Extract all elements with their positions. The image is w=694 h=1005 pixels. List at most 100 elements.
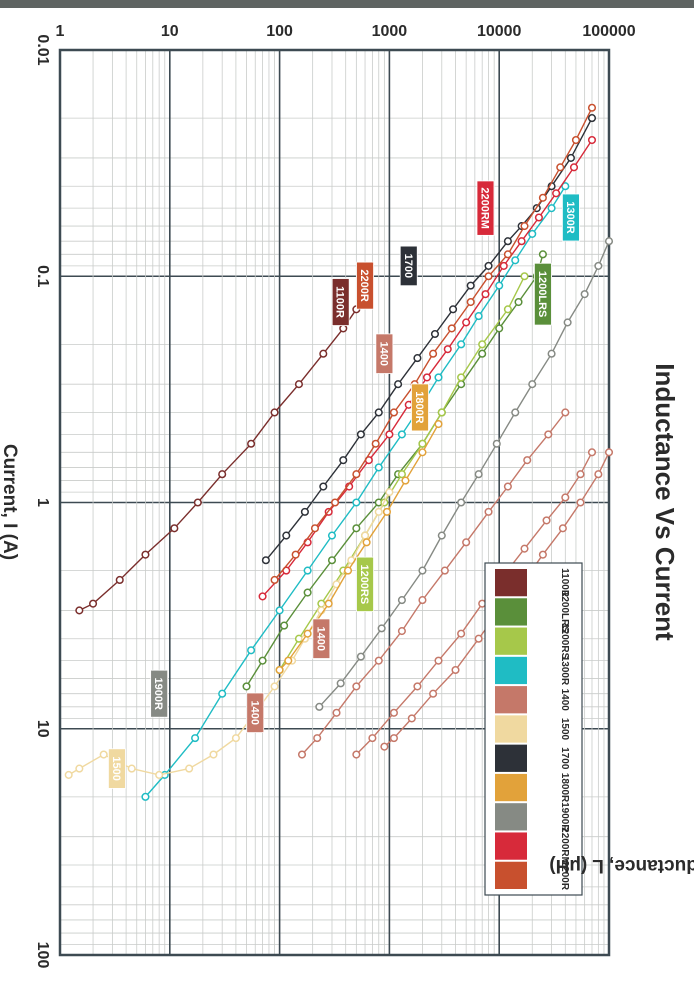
data-point (115, 575, 124, 585)
data-point (587, 135, 597, 145)
data-point (576, 470, 585, 479)
data-point (422, 373, 432, 382)
data-point (503, 237, 512, 246)
y-tick-label: 1 (56, 23, 65, 40)
data-point (430, 329, 440, 339)
data-point (503, 482, 512, 491)
legend-label: 1700 (559, 747, 570, 770)
data-point (484, 272, 493, 281)
plot-frame (58, 48, 611, 957)
series-line (301, 412, 566, 755)
data-point (319, 349, 328, 358)
data-point (587, 103, 597, 112)
data-point (429, 689, 438, 698)
series-label-text: 1200LRS (536, 271, 548, 317)
series-labels: 1100R 1200LRS1200RS1300R14001400140015001… (108, 180, 580, 789)
series-label: 1100R (331, 278, 350, 326)
data-point (247, 646, 256, 655)
series-label: 1300R (562, 193, 580, 242)
series-label-text: 1400 (377, 341, 389, 365)
data-point (382, 507, 392, 516)
series-line (144, 185, 566, 798)
series-label: 1400 (312, 618, 331, 659)
data-point (270, 408, 279, 417)
data-point (434, 656, 443, 665)
legend-swatch (495, 598, 527, 626)
series-label-box (476, 180, 495, 236)
data-point (561, 182, 570, 191)
legend-swatch (495, 744, 527, 772)
series-1300r (141, 182, 570, 801)
series-label-box (108, 748, 126, 789)
data-point (561, 493, 570, 502)
data-point (466, 281, 475, 290)
data-point (571, 135, 580, 145)
data-point (418, 439, 427, 448)
legend-swatch (495, 861, 527, 890)
data-point (587, 448, 597, 457)
series-label-box (356, 556, 374, 612)
x-axis-label: Current, I (A) (0, 444, 20, 560)
series-label-box (246, 692, 265, 733)
legend-item: 1100R (495, 568, 570, 598)
series-label-text: 1500 (110, 756, 122, 780)
data-point (327, 556, 337, 565)
data-point (474, 634, 483, 643)
series-1400 (297, 408, 570, 759)
y-tick-label: 100000 (582, 23, 635, 40)
data-point (604, 448, 614, 457)
data-point (339, 324, 348, 333)
y-tick-label: 1000 (372, 23, 408, 40)
legend-swatch (495, 569, 527, 597)
data-point (457, 340, 466, 349)
legend-label: 1300R (559, 656, 570, 686)
series-label: 1400 (375, 333, 394, 374)
data-point (332, 708, 341, 717)
data-point (294, 380, 303, 389)
data-point (99, 750, 108, 759)
series-line (245, 254, 544, 687)
data-point (457, 373, 466, 382)
x-tick-label: 0.1 (34, 265, 51, 287)
series-label: 1500 (108, 748, 126, 789)
data-point (270, 575, 279, 585)
data-point (520, 272, 529, 281)
data-point (258, 592, 267, 601)
data-point (339, 456, 348, 465)
data-point (499, 261, 508, 270)
data-point (563, 318, 572, 327)
y-tick-label: 100 (266, 23, 293, 40)
legend-label: 2200RM (559, 827, 570, 865)
data-point (275, 665, 284, 675)
data-point (511, 256, 520, 265)
x-tick-label: 0.01 (34, 34, 51, 65)
legend-swatch (495, 832, 527, 860)
data-point (544, 430, 553, 439)
series-label-box (312, 618, 331, 659)
data-point (474, 312, 483, 321)
data-point (242, 682, 251, 691)
data-point (389, 408, 398, 417)
series-label-box (411, 383, 429, 432)
data-point (75, 606, 84, 615)
data-point (451, 665, 460, 675)
legend-item: 1800R (495, 773, 570, 803)
data-point (576, 498, 585, 507)
data-point (413, 682, 422, 691)
series-label-text: 1900R (152, 677, 164, 709)
series-label-text: 1200RS (358, 564, 370, 604)
data-point (127, 764, 136, 773)
series-label-text: 1700 (402, 254, 414, 278)
legend-item: 2200R (495, 861, 570, 891)
series-1800r (275, 419, 443, 675)
series-label-box (399, 245, 418, 287)
data-point (478, 349, 487, 358)
series-label: 2200RM (476, 180, 495, 236)
data-point (534, 213, 543, 222)
data-point (352, 524, 361, 533)
data-point (397, 470, 406, 479)
series-label-box (375, 333, 394, 374)
data-point (193, 498, 202, 507)
data-point (352, 498, 361, 507)
series-label: 1800R (411, 383, 429, 432)
